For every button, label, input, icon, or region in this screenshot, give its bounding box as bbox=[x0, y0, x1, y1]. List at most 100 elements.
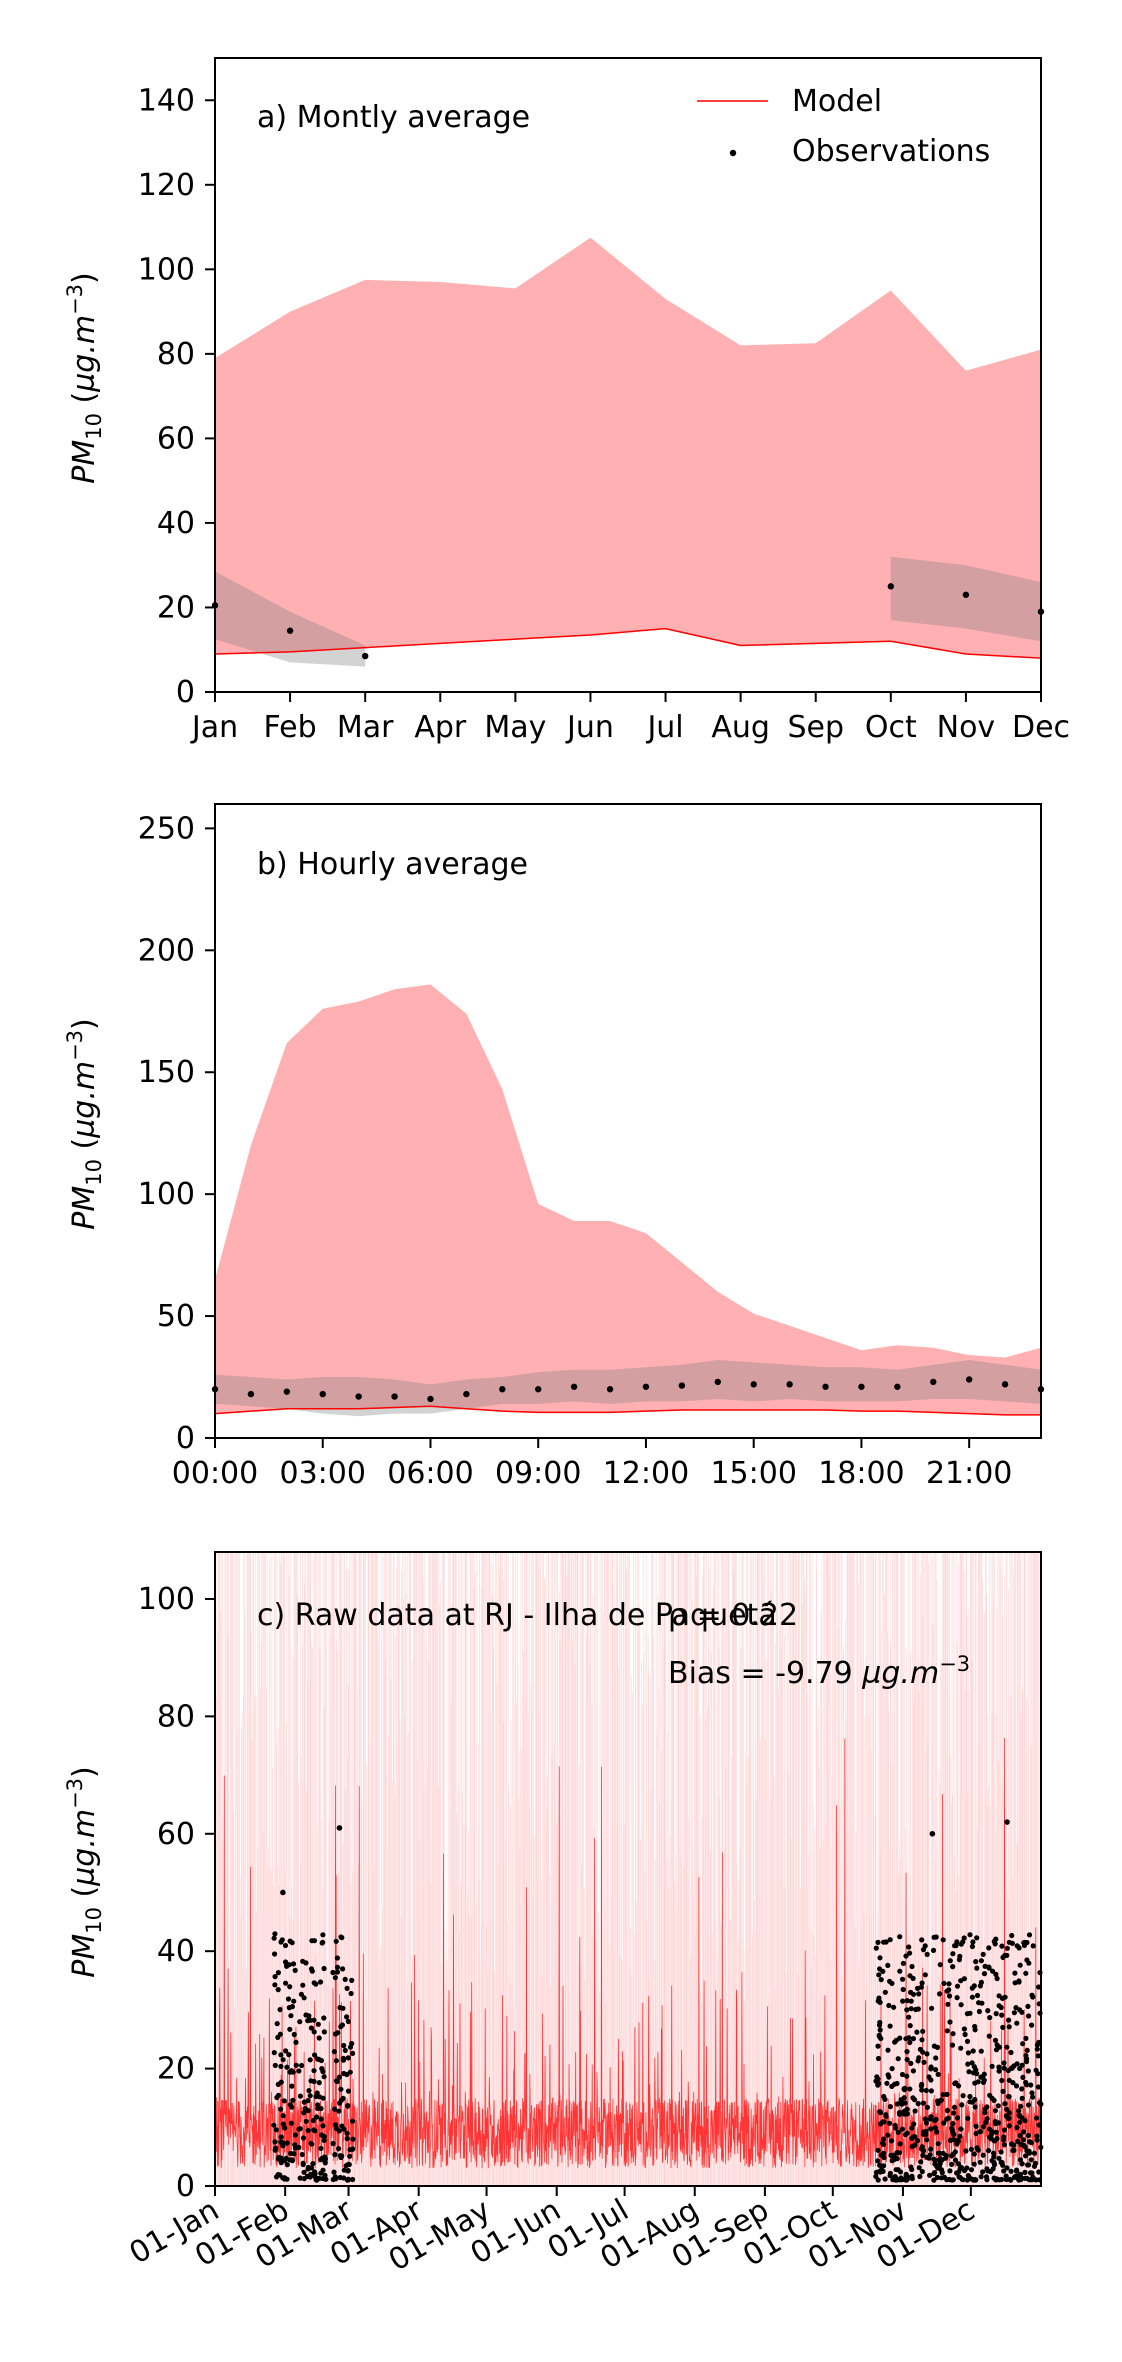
panel-b-xtick-label: 06:00 bbox=[387, 1456, 473, 1491]
observation-point bbox=[880, 2168, 886, 2174]
observation-peak-point bbox=[929, 1830, 936, 1837]
observation-point bbox=[897, 1968, 903, 1974]
observation-point bbox=[311, 2068, 317, 2074]
observation-point bbox=[1026, 2013, 1032, 2019]
observation-point bbox=[345, 2055, 351, 2061]
observation-point bbox=[912, 2108, 918, 2114]
observation-point bbox=[916, 2165, 922, 2171]
observation-point bbox=[980, 2169, 986, 2175]
panel-c-ytick-label: 0 bbox=[176, 2169, 195, 2204]
observation-point bbox=[915, 2058, 921, 2064]
observation-point bbox=[980, 1951, 986, 1957]
observation-point bbox=[285, 1996, 292, 2002]
observation-point bbox=[289, 2083, 295, 2089]
observation-point bbox=[990, 1968, 996, 1974]
observation-point bbox=[929, 2005, 935, 2011]
panel-b-ytick-label: 0 bbox=[176, 1421, 195, 1456]
observation-point bbox=[873, 1945, 879, 1951]
observation-point bbox=[883, 2112, 889, 2118]
observation-point bbox=[908, 2006, 914, 2012]
observation-point bbox=[964, 2165, 970, 2171]
observation-point bbox=[933, 2055, 939, 2061]
observation-point bbox=[974, 1965, 980, 1971]
observation-point bbox=[1008, 2168, 1014, 2174]
observation-point bbox=[307, 2057, 313, 2063]
observation-point bbox=[947, 2137, 954, 2143]
observation-point bbox=[901, 2095, 907, 2101]
observation-point bbox=[1030, 2094, 1036, 2100]
observation-point bbox=[338, 2024, 344, 2030]
observation-point bbox=[999, 2077, 1005, 2084]
observation-point bbox=[978, 2074, 984, 2080]
observation-point bbox=[308, 2078, 314, 2084]
observation-point bbox=[930, 1947, 937, 1953]
observation-point bbox=[908, 2164, 914, 2170]
observation-point bbox=[463, 1390, 470, 1398]
observation-point bbox=[305, 2098, 311, 2104]
observation-point bbox=[321, 2137, 327, 2143]
observation-point bbox=[919, 2144, 925, 2150]
observation-point bbox=[330, 1969, 336, 1976]
observation-point bbox=[318, 2145, 324, 2151]
observation-range-band bbox=[890, 556, 1041, 642]
observation-point bbox=[1006, 2123, 1012, 2129]
observation-point bbox=[340, 2055, 346, 2061]
observation-point bbox=[348, 1990, 354, 1997]
observation-point bbox=[297, 2019, 303, 2025]
observation-point bbox=[1011, 2147, 1017, 2153]
observation-point bbox=[309, 1968, 315, 1974]
observation-point bbox=[950, 2151, 956, 2157]
observation-point bbox=[750, 1381, 757, 1388]
observation-point bbox=[296, 2144, 302, 2151]
observation-point bbox=[1008, 2177, 1014, 2183]
observation-point bbox=[1018, 2176, 1024, 2183]
observation-point bbox=[313, 1981, 319, 1987]
observation-point bbox=[331, 2169, 337, 2175]
observation-point bbox=[873, 2078, 879, 2084]
observation-point bbox=[944, 2028, 950, 2034]
observation-point bbox=[642, 1383, 650, 1390]
observation-point bbox=[944, 1988, 950, 1994]
observation-point bbox=[920, 2152, 926, 2158]
observation-point bbox=[965, 2050, 972, 2056]
observation-point bbox=[340, 1966, 346, 1972]
observation-point bbox=[308, 2140, 314, 2146]
observation-point bbox=[280, 2113, 286, 2119]
observation-point bbox=[1016, 1979, 1022, 1985]
observation-point bbox=[924, 2137, 930, 2143]
observation-point bbox=[337, 2005, 343, 2011]
observation-point bbox=[535, 1386, 542, 1393]
observation-point bbox=[1031, 2150, 1037, 2156]
observation-point bbox=[996, 2003, 1002, 2009]
observation-point bbox=[347, 2044, 354, 2050]
observation-point bbox=[350, 2146, 356, 2152]
observation-point bbox=[1011, 2142, 1017, 2148]
observation-point bbox=[944, 2091, 950, 2097]
observation-point bbox=[903, 2036, 909, 2042]
observation-point bbox=[919, 2087, 925, 2093]
observation-point bbox=[339, 2123, 345, 2129]
panel-a-label: a) Montly average bbox=[257, 100, 530, 135]
observation-point bbox=[959, 2102, 965, 2108]
observation-point bbox=[906, 2014, 912, 2020]
observation-point bbox=[314, 2056, 321, 2062]
observation-point bbox=[1034, 2042, 1040, 2048]
observation-point bbox=[1011, 2010, 1018, 2016]
panel-a-ytick-label: 120 bbox=[138, 168, 195, 203]
observation-point bbox=[297, 2093, 303, 2099]
panel-a-marks bbox=[211, 583, 1045, 660]
observation-point bbox=[321, 2029, 327, 2035]
panel-b-bands bbox=[215, 984, 1041, 1417]
observation-point bbox=[1008, 2049, 1014, 2056]
observation-peak-point bbox=[336, 1825, 343, 1831]
observation-point bbox=[278, 2106, 284, 2112]
observation-point bbox=[969, 2060, 975, 2066]
observation-point bbox=[949, 2042, 956, 2048]
observation-point bbox=[902, 2132, 909, 2138]
observation-point bbox=[875, 2158, 881, 2164]
observation-point bbox=[944, 2107, 951, 2114]
observation-point bbox=[889, 2083, 895, 2089]
observation-point bbox=[977, 1983, 984, 1989]
observation-point bbox=[1014, 2124, 1020, 2131]
